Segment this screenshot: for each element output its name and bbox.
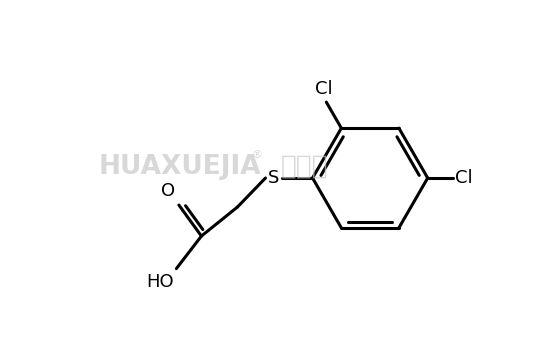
Text: HO: HO (146, 273, 174, 290)
Text: HUAXUEJIA: HUAXUEJIA (99, 154, 261, 180)
Text: S: S (268, 169, 279, 187)
Text: Cl: Cl (455, 169, 473, 187)
Text: O: O (161, 182, 175, 200)
Text: 化学加: 化学加 (281, 154, 329, 180)
Text: ®: ® (252, 151, 263, 161)
Text: Cl: Cl (315, 80, 333, 98)
